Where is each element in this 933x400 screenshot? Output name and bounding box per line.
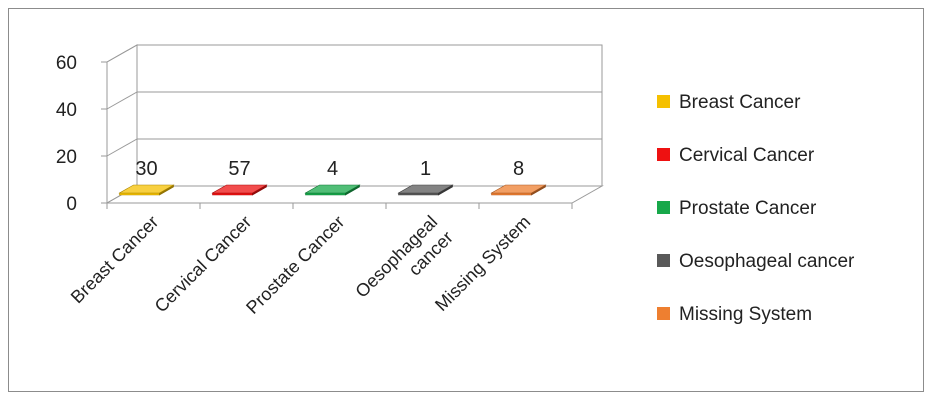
x-category-label: Missing System xyxy=(431,212,534,315)
back-wall xyxy=(137,45,602,186)
x-category-label-line: Cervical Cancer xyxy=(151,212,256,317)
data-label: 30 xyxy=(135,158,157,180)
x-category-label: Cervical Cancer xyxy=(151,212,256,317)
gridline xyxy=(107,139,602,156)
legend-label: Missing System xyxy=(679,304,812,325)
legend-label: Breast Cancer xyxy=(679,92,801,113)
x-category-label-line: Prostate Cancer xyxy=(242,212,348,318)
y-tick-label: 0 xyxy=(66,194,77,215)
data-label: 4 xyxy=(327,158,338,180)
gridline xyxy=(107,45,602,62)
data-label: 1 xyxy=(420,158,431,180)
x-category-label: Prostate Cancer xyxy=(242,212,348,318)
data-label: 57 xyxy=(228,158,250,180)
legend-swatch xyxy=(657,307,670,320)
data-label: 8 xyxy=(513,158,524,180)
y-tick-label: 40 xyxy=(56,100,77,121)
side-wall xyxy=(107,45,137,203)
x-category-label-line: Breast Cancer xyxy=(67,212,163,308)
legend-label: Oesophageal cancer xyxy=(679,251,855,272)
legend-swatch xyxy=(657,95,670,108)
x-category-label: Breast Cancer xyxy=(67,212,163,308)
legend-swatch xyxy=(657,148,670,161)
gridline xyxy=(107,92,602,109)
legend-label: Prostate Cancer xyxy=(679,198,817,219)
legend-swatch xyxy=(657,201,670,214)
legend-swatch xyxy=(657,254,670,267)
y-tick-label: 60 xyxy=(56,53,77,74)
x-category-label-line: Missing System xyxy=(431,212,534,315)
y-tick-label: 20 xyxy=(56,147,77,168)
legend-label: Cervical Cancer xyxy=(679,145,815,166)
